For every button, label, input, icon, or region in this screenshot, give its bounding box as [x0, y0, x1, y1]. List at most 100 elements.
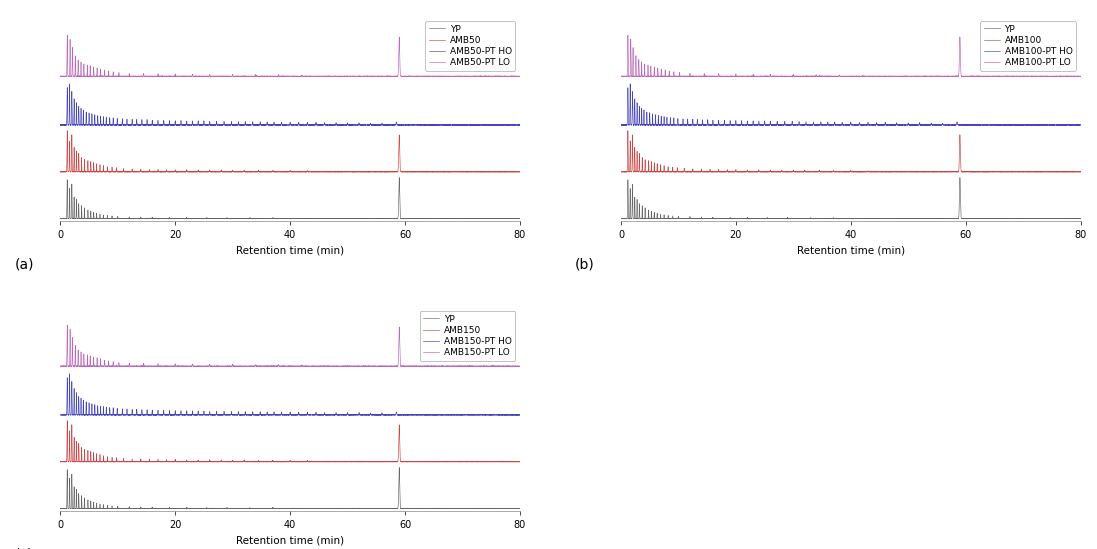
AMB100	[1074, 169, 1087, 175]
YP	[495, 215, 508, 222]
Legend: YP, AMB100, AMB100-PT HO, AMB100-PT LO: YP, AMB100, AMB100-PT HO, AMB100-PT LO	[981, 21, 1076, 71]
AMB100	[660, 169, 674, 175]
AMB150-PT LO	[92, 363, 105, 369]
AMB50	[60, 127, 73, 134]
AMB150-PT HO	[100, 411, 113, 418]
Text: (b): (b)	[575, 257, 595, 271]
YP	[170, 215, 183, 222]
AMB50-PT LO	[462, 73, 475, 80]
AMB100-PT LO	[1074, 73, 1087, 80]
AMB150	[513, 458, 527, 465]
AMB50	[317, 169, 330, 175]
AMB100-PT HO	[731, 122, 744, 128]
YP	[472, 215, 485, 222]
Legend: YP, AMB50, AMB50-PT HO, AMB50-PT LO: YP, AMB50, AMB50-PT HO, AMB50-PT LO	[426, 21, 516, 71]
AMB50-PT LO	[100, 73, 113, 80]
AMB100	[1055, 169, 1068, 175]
AMB100-PT HO	[1074, 122, 1087, 128]
AMB150	[381, 458, 394, 465]
YP	[513, 215, 527, 222]
AMB50	[513, 168, 527, 175]
YP	[462, 215, 475, 222]
YP	[393, 464, 406, 471]
Line: AMB50-PT HO: AMB50-PT HO	[60, 84, 520, 125]
AMB100	[987, 169, 1000, 175]
Text: (a): (a)	[14, 257, 34, 271]
AMB50	[54, 169, 67, 175]
AMB50-PT HO	[100, 121, 113, 128]
AMB150-PT HO	[431, 411, 444, 418]
YP	[992, 215, 1005, 222]
AMB150-PT LO	[462, 363, 475, 369]
AMB100-PT LO	[731, 73, 744, 80]
X-axis label: Retention time (min): Retention time (min)	[796, 245, 905, 255]
AMB50-PT LO	[60, 32, 73, 38]
AMB100-PT LO	[1022, 73, 1036, 80]
YP	[660, 215, 674, 222]
AMB100	[614, 169, 627, 175]
AMB100	[621, 127, 634, 134]
YP	[317, 506, 330, 512]
AMB150-PT HO	[513, 411, 527, 418]
YP	[1022, 215, 1036, 222]
AMB50-PT LO	[431, 73, 444, 80]
Line: AMB100-PT HO: AMB100-PT HO	[621, 84, 1081, 125]
YP	[1027, 215, 1040, 222]
AMB150-PT LO	[495, 363, 508, 369]
Line: YP: YP	[60, 468, 520, 509]
AMB50-PT HO	[63, 81, 76, 87]
AMB150	[60, 417, 73, 424]
AMB50	[420, 169, 433, 175]
YP	[513, 505, 527, 512]
AMB150-PT HO	[420, 412, 433, 418]
AMB100-PT LO	[981, 73, 994, 80]
AMB50-PT HO	[170, 122, 183, 128]
AMB50	[100, 169, 113, 175]
AMB50-PT HO	[54, 122, 67, 128]
AMB100-PT HO	[614, 122, 627, 128]
AMB150-PT LO	[60, 322, 73, 328]
AMB50-PT LO	[170, 73, 183, 80]
AMB150-PT HO	[54, 412, 67, 418]
AMB50-PT LO	[420, 73, 433, 80]
Line: AMB150-PT LO: AMB150-PT LO	[60, 325, 520, 366]
AMB50-PT HO	[420, 121, 433, 128]
AMB150-PT HO	[63, 371, 76, 377]
X-axis label: Retention time (min): Retention time (min)	[236, 535, 344, 545]
YP	[170, 505, 183, 512]
Text: (c): (c)	[14, 547, 33, 549]
AMB100-PT HO	[660, 121, 674, 128]
AMB150	[54, 458, 67, 465]
YP	[54, 215, 67, 222]
AMB50	[170, 169, 183, 175]
Line: AMB150: AMB150	[60, 421, 520, 462]
Line: AMB100: AMB100	[621, 131, 1081, 172]
YP	[495, 505, 508, 512]
AMB50-PT HO	[495, 122, 508, 128]
AMB100-PT HO	[1055, 122, 1068, 128]
AMB100-PT LO	[1055, 73, 1068, 80]
AMB50-PT HO	[55, 122, 68, 128]
AMB100-PT HO	[1022, 122, 1036, 128]
AMB100-PT HO	[981, 122, 994, 128]
Line: YP: YP	[621, 177, 1081, 219]
AMB100-PT LO	[985, 73, 998, 80]
AMB100-PT LO	[614, 73, 627, 80]
AMB150-PT LO	[54, 363, 67, 369]
AMB50	[495, 169, 508, 175]
YP	[731, 215, 744, 222]
YP	[981, 215, 994, 222]
AMB150-PT HO	[240, 412, 253, 418]
AMB100-PT HO	[992, 122, 1005, 128]
AMB150	[170, 458, 183, 465]
AMB50-PT HO	[513, 122, 527, 128]
YP	[420, 215, 433, 222]
Line: AMB150-PT HO: AMB150-PT HO	[60, 374, 520, 415]
AMB50-PT LO	[54, 73, 67, 80]
AMB50-PT LO	[495, 73, 508, 80]
AMB150	[462, 458, 475, 465]
YP	[462, 505, 475, 512]
AMB150-PT HO	[170, 412, 183, 418]
AMB100	[731, 169, 744, 175]
AMB100-PT LO	[660, 73, 674, 80]
